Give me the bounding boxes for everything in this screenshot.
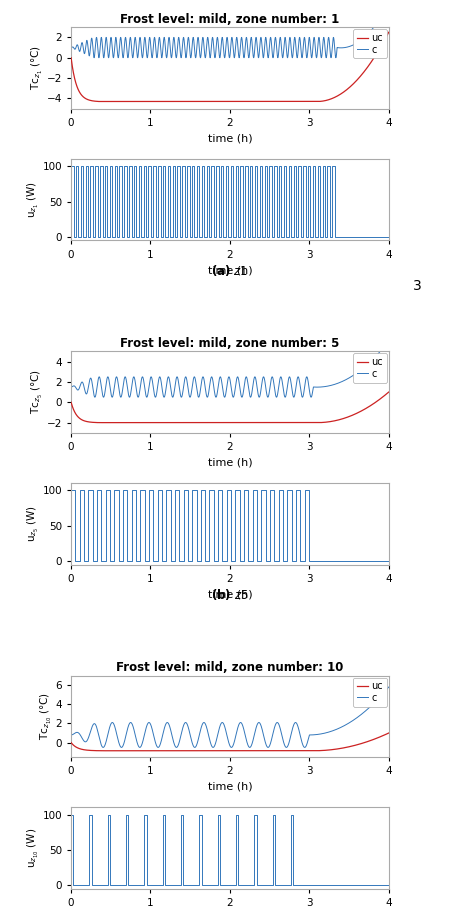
uc: [380, 730, 385, 741]
uc: [386, 727, 392, 738]
uc: [123, 746, 129, 756]
Y-axis label: Tc$_{z_5}$ (°C): Tc$_{z_5}$ (°C): [30, 370, 46, 414]
c: [256, 717, 262, 728]
Text: 3: 3: [413, 278, 421, 293]
uc: [123, 417, 129, 428]
c: [321, 728, 327, 739]
uc: [105, 417, 110, 428]
c: [84, 35, 90, 46]
Line: c: c: [71, 5, 389, 58]
Title: Frost level: mild, zone number: 5: Frost level: mild, zone number: 5: [120, 337, 339, 350]
c: [196, 392, 201, 403]
uc: [123, 96, 129, 107]
c: [84, 387, 90, 398]
c: [256, 50, 262, 61]
uc: [68, 737, 74, 748]
Text: (b) $z5$: (b) $z5$: [211, 588, 249, 602]
c: [270, 373, 276, 384]
c: [386, 336, 392, 346]
Title: Frost level: mild, zone number: 1: Frost level: mild, zone number: 1: [120, 13, 339, 26]
c: [386, 0, 392, 10]
c: [68, 729, 74, 740]
uc: [68, 397, 74, 408]
X-axis label: time (h): time (h): [208, 133, 252, 143]
c: [192, 742, 198, 753]
uc: [190, 746, 196, 756]
uc: [204, 96, 210, 107]
uc: [190, 417, 196, 428]
Legend: uc, c: uc, c: [353, 678, 387, 707]
uc: [68, 53, 74, 63]
Title: Frost level: mild, zone number: 10: Frost level: mild, zone number: 10: [116, 661, 344, 675]
Line: uc: uc: [71, 33, 389, 102]
uc: [380, 38, 385, 49]
Y-axis label: u$_{z_5}$ (W): u$_{z_5}$ (W): [26, 505, 41, 542]
X-axis label: time (h): time (h): [208, 457, 252, 467]
c: [321, 33, 327, 44]
uc: [386, 386, 392, 397]
uc: [346, 742, 351, 753]
c: [183, 717, 189, 728]
c: [183, 52, 189, 63]
uc: [386, 27, 392, 38]
Y-axis label: Tc$_{z_{10}}$ (°C): Tc$_{z_{10}}$ (°C): [39, 692, 54, 740]
c: [256, 392, 262, 403]
uc: [204, 417, 210, 428]
c: [68, 382, 74, 393]
c: [270, 53, 276, 63]
X-axis label: time (h): time (h): [208, 265, 252, 275]
uc: [96, 96, 102, 107]
uc: [204, 746, 210, 756]
c: [68, 42, 74, 53]
uc: [105, 96, 110, 107]
c: [321, 381, 327, 392]
Y-axis label: u$_{z_{10}}$ (W): u$_{z_{10}}$ (W): [26, 828, 41, 868]
Text: (a) $z1$: (a) $z1$: [211, 263, 248, 278]
c: [304, 372, 310, 383]
c: [304, 52, 310, 63]
c: [386, 682, 392, 693]
c: [270, 728, 276, 739]
X-axis label: time (h): time (h): [208, 590, 252, 600]
uc: [100, 746, 106, 756]
c: [154, 53, 160, 63]
Line: c: c: [71, 688, 389, 747]
uc: [96, 417, 102, 428]
Line: uc: uc: [71, 392, 389, 423]
Legend: uc, c: uc, c: [353, 29, 387, 58]
uc: [190, 96, 196, 107]
uc: [346, 412, 351, 423]
Y-axis label: Tc$_{z_1}$ (°C): Tc$_{z_1}$ (°C): [30, 45, 46, 90]
uc: [346, 83, 351, 93]
c: [183, 372, 189, 383]
Legend: uc, c: uc, c: [353, 354, 387, 383]
Line: c: c: [71, 341, 389, 397]
c: [304, 739, 310, 750]
X-axis label: time (h): time (h): [208, 782, 252, 792]
Y-axis label: u$_{z_1}$ (W): u$_{z_1}$ (W): [26, 181, 41, 219]
uc: [380, 392, 385, 403]
c: [84, 736, 90, 746]
Line: uc: uc: [71, 733, 389, 751]
uc: [105, 746, 110, 756]
